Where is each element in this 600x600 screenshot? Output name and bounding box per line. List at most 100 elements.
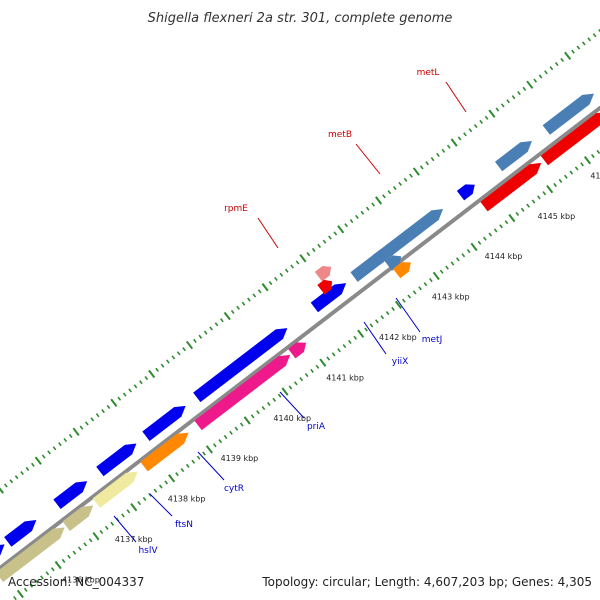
gene-label-rpmE[interactable]: rpmE	[224, 204, 248, 214]
outer-tick	[409, 173, 413, 178]
inner-tick	[531, 199, 536, 204]
inner-tick	[266, 401, 271, 407]
inner-tick	[104, 525, 109, 530]
outer-tick	[392, 185, 397, 191]
outer-tick	[279, 272, 284, 277]
gene-label-hslV[interactable]: hslV	[138, 546, 158, 556]
outer-tick	[349, 219, 354, 224]
gene-arrow	[350, 209, 444, 282]
inner-tick	[202, 451, 206, 456]
gene-arrow	[142, 405, 186, 441]
inner-tick	[229, 430, 233, 435]
outer-tick	[236, 305, 240, 310]
scale-label: 4145 kbp	[537, 212, 575, 221]
inner-tick	[77, 546, 82, 551]
outer-tick	[176, 351, 181, 356]
outer-tick	[25, 466, 30, 472]
inner-tick	[99, 529, 104, 535]
inner-tick	[158, 484, 163, 489]
scale-label: 4144 kbp	[485, 252, 523, 261]
inner-tick	[261, 405, 266, 411]
gene-label-yiiX[interactable]: yiiX	[392, 357, 409, 367]
gene-label-metL[interactable]: metL	[417, 68, 440, 78]
inner-tick	[29, 583, 34, 588]
outer-tick	[247, 297, 251, 302]
outer-tick	[79, 425, 84, 430]
inner-tick	[402, 298, 406, 303]
outer-tick	[90, 417, 95, 422]
outer-tick	[387, 190, 392, 195]
outer-tick	[274, 276, 278, 281]
inner-tick	[499, 224, 503, 229]
gene-arrow	[288, 342, 307, 359]
inner-tick	[546, 184, 554, 194]
forward-strand-features	[0, 93, 594, 556]
inner-tick	[148, 492, 152, 497]
inner-tick	[256, 410, 260, 415]
outer-tick	[72, 427, 80, 436]
outer-tick	[533, 78, 538, 83]
scale-label: 4136 kbp	[62, 575, 100, 584]
inner-tick	[310, 368, 314, 373]
outer-tick	[549, 66, 554, 71]
outer-tick	[95, 413, 100, 418]
outer-tick	[441, 148, 446, 153]
inner-tick	[374, 319, 379, 324]
outer-tick	[495, 107, 500, 112]
gene-arrow	[480, 162, 542, 212]
map-title: Shigella flexneri 2a str. 301, complete …	[148, 11, 453, 26]
outer-tick	[473, 123, 478, 129]
gene-label-ftsN[interactable]: ftsN	[175, 520, 193, 530]
outer-tick	[14, 475, 19, 480]
inner-tick	[553, 182, 557, 188]
gene-label-priA[interactable]: priA	[307, 422, 326, 432]
scale-label: 4138 kbp	[168, 495, 206, 504]
gene-arrow	[542, 93, 594, 135]
inner-tick	[315, 364, 320, 369]
outer-tick	[68, 433, 73, 438]
outer-tick	[311, 247, 316, 253]
inner-tick	[596, 149, 600, 155]
inner-tick	[369, 323, 374, 328]
gene-label-metJ[interactable]: metJ	[422, 335, 443, 345]
outer-tick	[581, 41, 586, 46]
outer-tick	[333, 231, 338, 236]
inner-tick	[347, 339, 352, 345]
gene-arrow	[140, 432, 189, 472]
outer-tick	[299, 254, 307, 263]
inner-tick	[153, 488, 158, 493]
outer-tick	[522, 86, 527, 91]
gene-arrow	[456, 184, 475, 201]
scale-label: 4143 kbp	[432, 293, 470, 302]
gene-label-cytR[interactable]: cytR	[224, 484, 244, 494]
inner-tick	[121, 513, 125, 518]
inner-tick	[331, 352, 336, 357]
outer-tick	[9, 479, 14, 484]
outer-tick	[101, 409, 105, 414]
leader-line	[279, 391, 305, 419]
gene-arrow	[194, 354, 291, 431]
outer-tick	[446, 144, 451, 149]
inner-tick	[175, 472, 179, 477]
inner-tick	[385, 310, 390, 316]
inner-tick	[488, 232, 493, 237]
gene-labels[interactable]: metL metB rpmE metJ yiiX priA cytR ftsN hslV	[138, 68, 442, 556]
inner-tick	[299, 377, 304, 382]
inner-tick	[439, 269, 444, 274]
outer-tick	[564, 51, 572, 61]
scale-label: 4140 kbp	[273, 414, 311, 423]
inner-tick	[319, 358, 327, 367]
gene-label-metB[interactable]: metB	[328, 130, 352, 140]
inner-tick	[212, 443, 217, 448]
inner-tick	[243, 416, 251, 425]
inner-tick	[394, 300, 402, 309]
gene-arrow	[62, 505, 94, 531]
accession-text: Accession: NC_004337	[8, 575, 144, 589]
outer-tick	[0, 487, 4, 494]
gene-label-leaders	[113, 81, 467, 543]
outer-tick	[484, 115, 489, 120]
outer-tick	[52, 446, 57, 451]
gene-arrow	[314, 265, 332, 282]
outer-tick	[468, 128, 473, 133]
